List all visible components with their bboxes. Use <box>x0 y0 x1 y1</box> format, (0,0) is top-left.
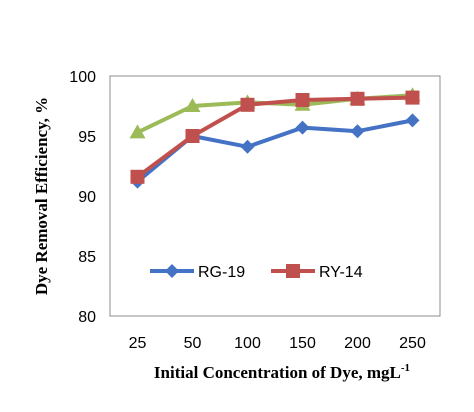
y-tick-label: 85 <box>78 249 96 266</box>
y-tick-label: 90 <box>78 189 96 206</box>
x-axis-title-main: Initial Concentration of Dye, mgL <box>154 363 401 382</box>
y-axis-title: Dye Removal Efficiency, % <box>32 97 51 295</box>
x-tick-labels: 25 50 100 150 200 250 <box>129 335 426 352</box>
data-point-marker <box>240 139 255 154</box>
series-ry-14 <box>130 90 420 184</box>
x-tick-label: 150 <box>289 335 316 352</box>
x-axis-title: Initial Concentration of Dye, mgL-1 <box>154 362 410 382</box>
x-tick-label: 200 <box>344 335 371 352</box>
y-tick-label: 80 <box>78 309 96 326</box>
x-axis-title-superscript: -1 <box>401 362 410 374</box>
y-tick-labels: 80 85 90 95 100 <box>69 69 96 326</box>
series-unnamed <box>129 87 421 139</box>
y-tick-label: 95 <box>78 129 96 146</box>
x-tick-label: 100 <box>234 335 261 352</box>
x-tick-label: 250 <box>399 335 426 352</box>
data-point-marker <box>405 113 420 128</box>
data-point-marker <box>185 129 200 143</box>
data-point-marker <box>240 97 255 112</box>
legend: RG-19 RY-14 <box>150 264 363 281</box>
data-point-marker <box>184 98 201 112</box>
data-point-marker <box>350 91 365 106</box>
plot-area-frame <box>109 75 441 317</box>
x-tick-label: 50 <box>184 335 202 352</box>
series-line <box>136 118 413 184</box>
data-point-marker <box>129 124 146 139</box>
legend-label: RY-14 <box>319 264 363 281</box>
data-point-marker <box>295 120 310 135</box>
y-tick-label: 100 <box>69 69 96 86</box>
legend-label: RG-19 <box>198 264 245 281</box>
data-point-marker <box>295 93 310 107</box>
x-tick-label: 25 <box>129 335 147 352</box>
data-point-marker <box>350 124 365 139</box>
legend-marker <box>286 264 300 278</box>
data-point-marker <box>130 169 145 184</box>
series-layer <box>129 87 421 189</box>
legend-marker <box>165 264 179 278</box>
data-point-marker <box>405 90 420 105</box>
series-line <box>136 95 413 179</box>
